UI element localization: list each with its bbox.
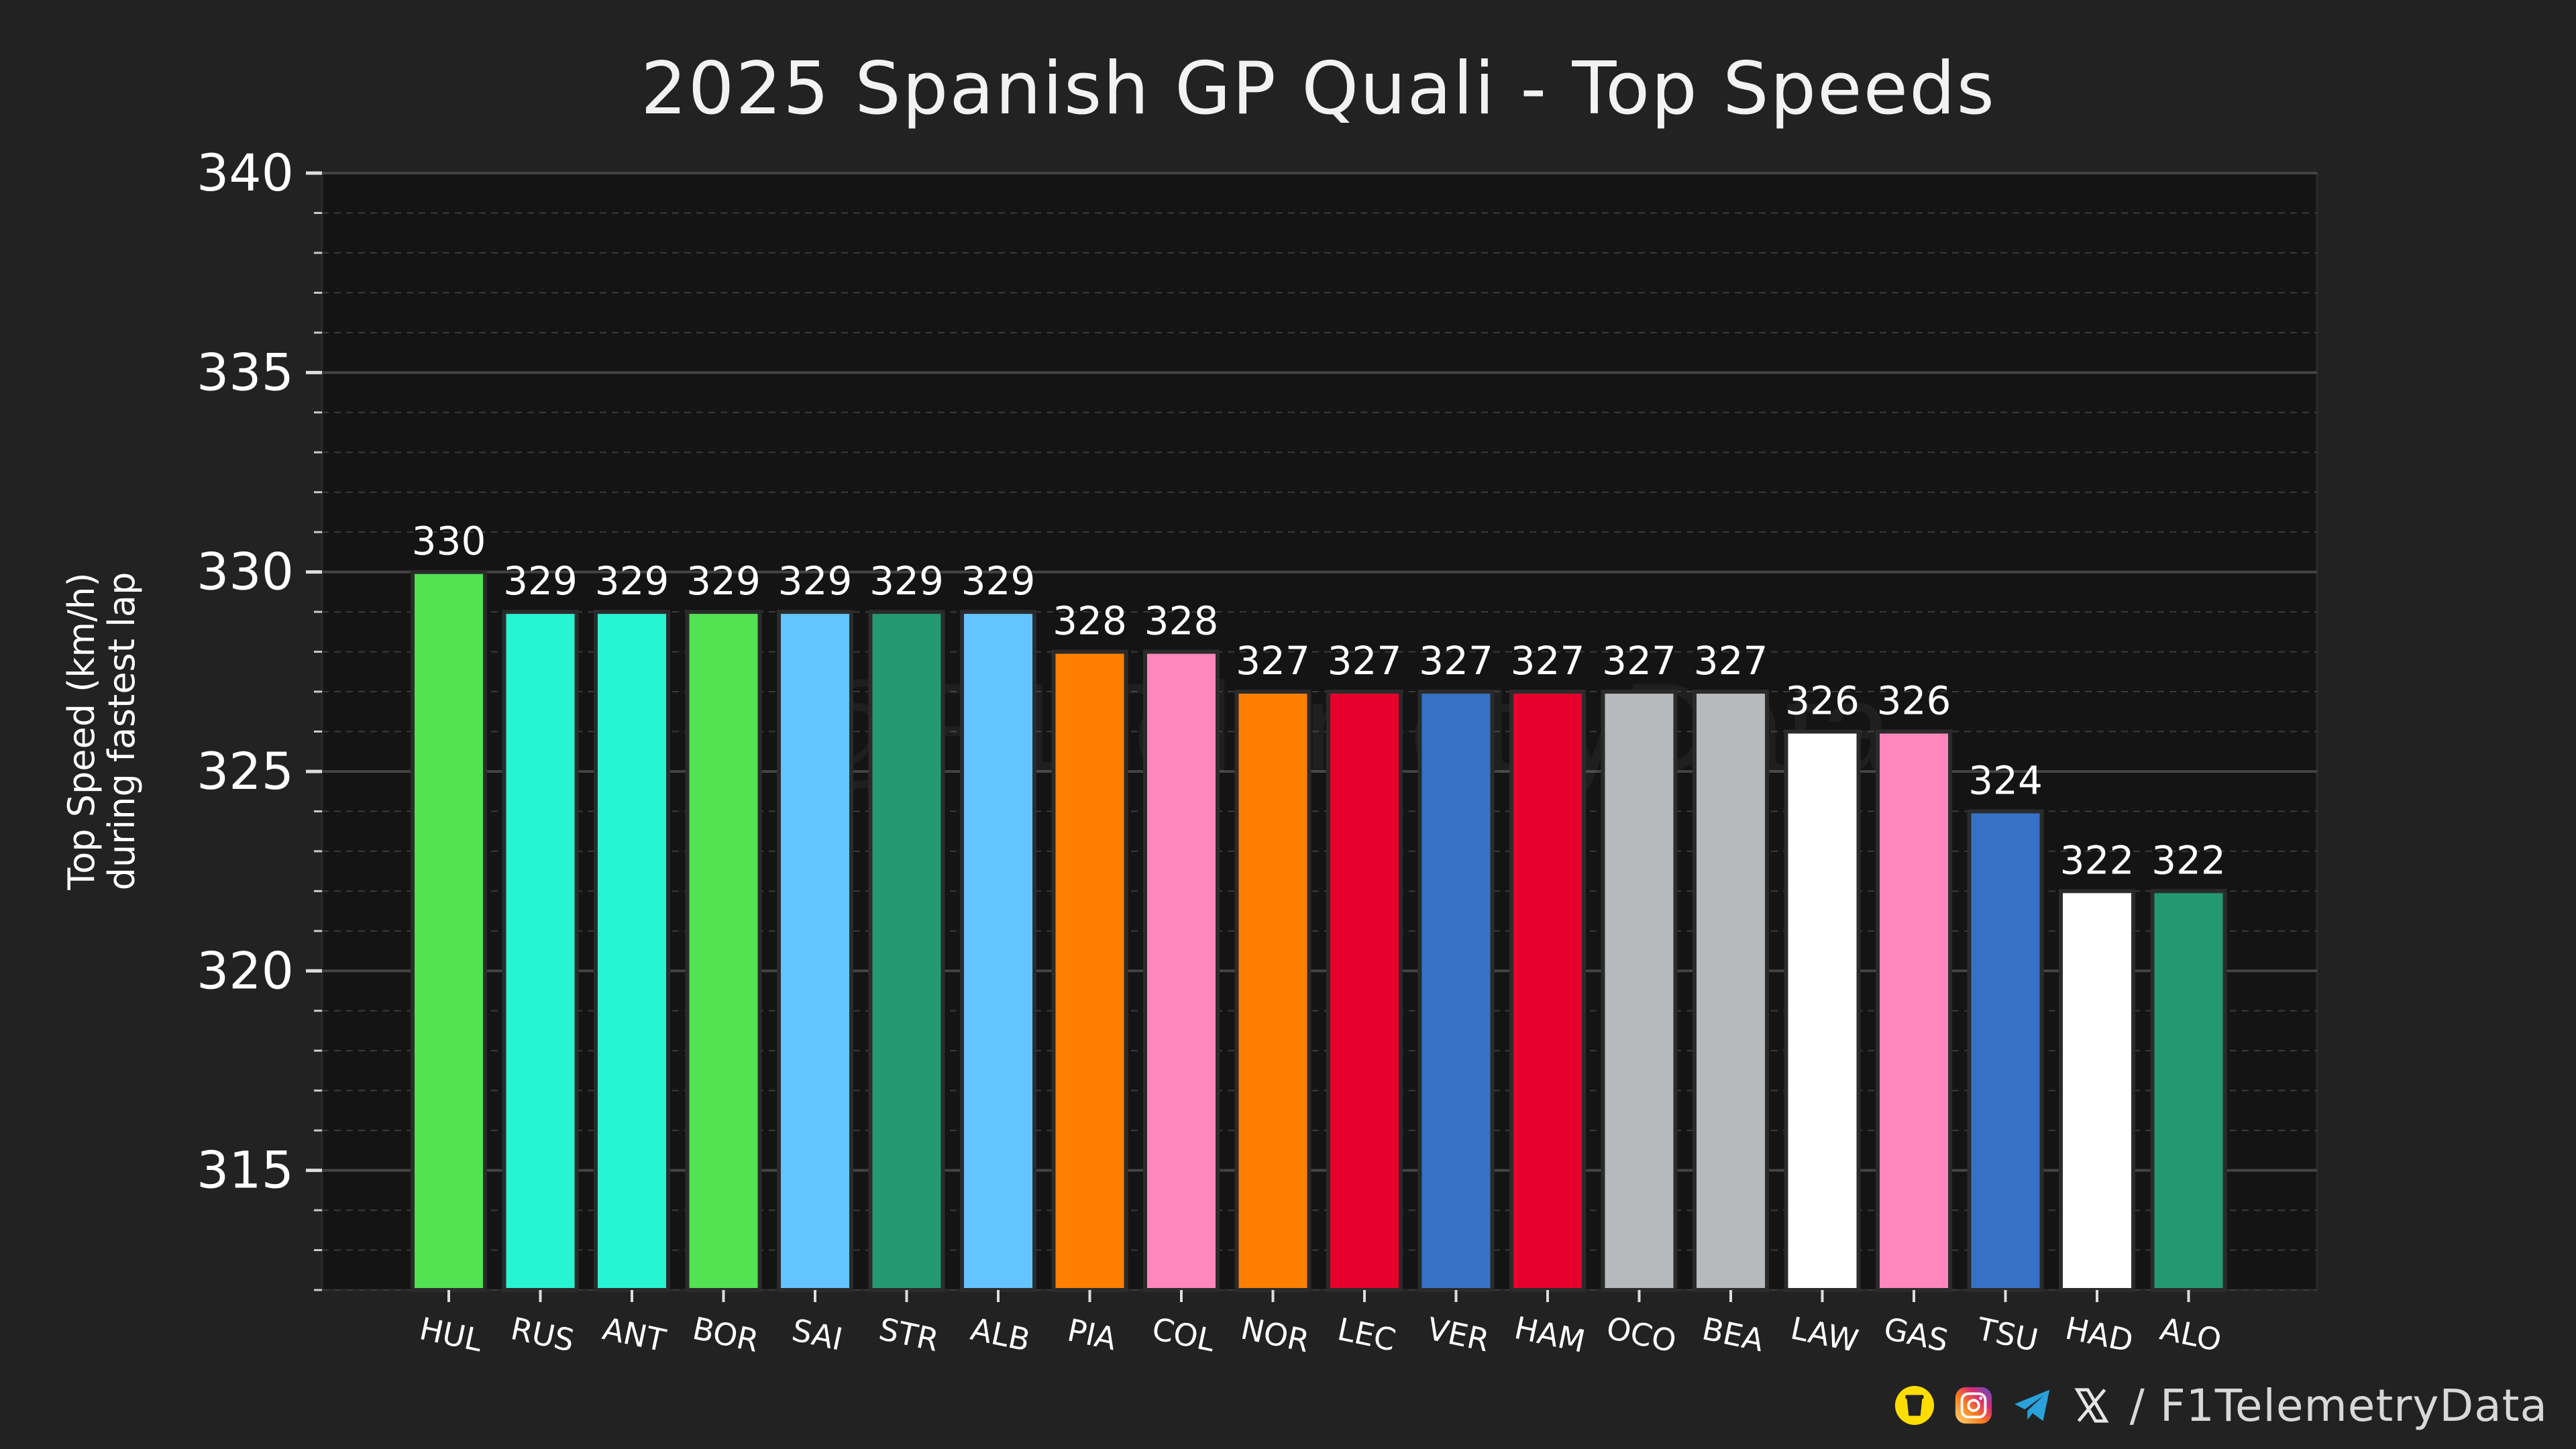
x-tick-label: LEC [1334, 1311, 1399, 1358]
bar-value-label: 328 [1144, 598, 1219, 644]
bar-value-label: 329 [686, 558, 761, 604]
bar-lec [1326, 690, 1403, 1293]
bar-value-label: 326 [1877, 678, 1951, 724]
bar-alo [2150, 889, 2227, 1293]
y-axis-label-line1: Top Speed (km/h) [60, 572, 103, 890]
x-tick-label: SAI [789, 1311, 846, 1357]
x-tick-label: RUS [508, 1310, 578, 1359]
bar-value-label: 329 [961, 558, 1036, 604]
bar-ver [1417, 690, 1495, 1293]
bar-ham [1509, 690, 1586, 1293]
bar-value-label: 327 [1236, 638, 1310, 684]
bar-tsu [1967, 809, 2044, 1292]
y-axis-label-line2: during fastest lap [101, 572, 143, 891]
x-tick-label: VER [1424, 1310, 1493, 1358]
bar-value-label: 329 [595, 558, 669, 604]
y-tick-label: 315 [197, 1140, 294, 1200]
y-tick-label: 325 [197, 741, 294, 801]
x-tick-label: HAD [2062, 1309, 2136, 1359]
bar-bea [1693, 690, 1769, 1293]
telegram-icon[interactable] [2012, 1385, 2053, 1426]
x-tick-label: NOR [1238, 1309, 1313, 1359]
x-tick-label: GAS [1881, 1310, 1951, 1359]
x-tick-label: OCO [1603, 1309, 1679, 1360]
bar-value-label: 329 [778, 558, 853, 604]
bar-value-label: 327 [1602, 638, 1676, 684]
x-tick-label: BOR [690, 1310, 762, 1359]
bar-bor [685, 610, 762, 1292]
y-tick-label: 320 [197, 941, 294, 1000]
bar-law [1784, 729, 1861, 1292]
bar-str [868, 610, 945, 1292]
y-tick-label: 340 [197, 143, 294, 203]
bar-value-label: 327 [1694, 638, 1768, 684]
bar-value-label: 330 [412, 519, 486, 564]
bar-value-label: 322 [2151, 837, 2226, 883]
bar-rus [502, 610, 579, 1292]
buymeacoffee-icon[interactable] [1894, 1385, 1935, 1426]
x-tick-label: TSU [1974, 1310, 2041, 1358]
bar-value-label: 327 [1419, 638, 1493, 684]
y-axis-label: Top Speed (km/h) during fastest lap [60, 572, 143, 891]
x-tick-label: LAW [1788, 1309, 1862, 1359]
x-tick-label: ALO [2157, 1310, 2224, 1358]
bar-value-label: 326 [1785, 678, 1860, 724]
bar-value-label: 327 [1511, 638, 1585, 684]
x-tick-label: ANT [600, 1310, 669, 1359]
bar-value-label: 327 [1328, 638, 1402, 684]
bar-pia [1051, 649, 1128, 1292]
bar-value-label: 322 [2060, 837, 2135, 883]
x-tick-label: PIA [1065, 1311, 1120, 1357]
x-tick-label: STR [876, 1311, 943, 1358]
bar-alb [960, 610, 1036, 1292]
bar-value-label: 329 [869, 558, 944, 604]
x-tick-label: COL [1149, 1310, 1218, 1358]
bar-had [2059, 889, 2135, 1293]
x-tick-label: HAM [1511, 1309, 1589, 1360]
bar-oco [1601, 690, 1678, 1293]
chart-title: 2025 Spanish GP Quali - Top Speeds [641, 47, 1996, 131]
bar-value-label: 329 [503, 558, 578, 604]
bar-hul [411, 570, 487, 1293]
x-tick-label: ALB [967, 1311, 1033, 1358]
bar-ant [594, 610, 670, 1292]
bar-value-label: 328 [1053, 598, 1127, 644]
x-tick-label: HUL [417, 1310, 486, 1358]
bar-col [1143, 649, 1220, 1292]
footer: / F1TelemetryData [1894, 1375, 2548, 1436]
y-tick-label: 335 [197, 342, 294, 402]
bar-value-label: 324 [1968, 757, 2043, 803]
instagram-icon[interactable] [1953, 1385, 1994, 1426]
x-tick-label: BEA [1699, 1310, 1768, 1358]
bar-sai [777, 610, 853, 1292]
y-tick-label: 330 [197, 542, 294, 602]
bar-nor [1234, 690, 1311, 1293]
footer-handle[interactable]: / F1TelemetryData [2129, 1379, 2548, 1432]
bar-gas [1876, 729, 1952, 1292]
x-icon[interactable] [2071, 1385, 2112, 1426]
